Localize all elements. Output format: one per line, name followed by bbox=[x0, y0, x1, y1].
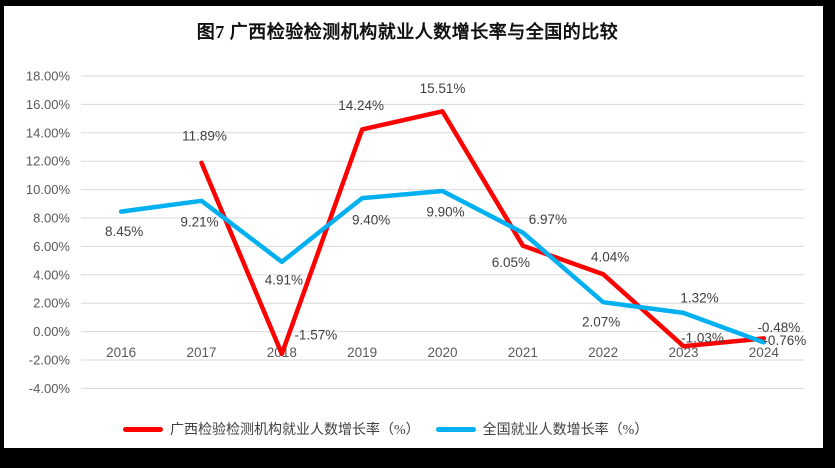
data-label: 14.24% bbox=[338, 98, 384, 113]
x-axis-tick-label: 2019 bbox=[347, 345, 377, 360]
chart-title: 图7 广西检验检测机构就业人数增长率与全国的比较 bbox=[196, 22, 619, 42]
data-label: -1.03% bbox=[681, 331, 724, 346]
y-axis-tick-label: 4.00% bbox=[33, 267, 70, 282]
x-axis-tick-label: 2017 bbox=[186, 345, 216, 360]
data-label: 4.91% bbox=[265, 272, 303, 287]
legend-line-swatch-blue bbox=[435, 426, 476, 432]
data-label: 6.05% bbox=[492, 255, 530, 270]
data-label: 4.04% bbox=[591, 250, 629, 265]
data-label: -0.48% bbox=[757, 320, 800, 335]
x-axis-tick-label: 2016 bbox=[106, 345, 136, 360]
data-label: 11.89% bbox=[182, 128, 227, 143]
data-label: 8.45% bbox=[105, 224, 143, 239]
document-page: 图7 广西检验检测机构就业人数增长率与全国的比较 18.00% 16.00% 14.… bbox=[4, 6, 823, 448]
x-axis-tick-label: 2024 bbox=[749, 345, 780, 360]
legend-label-national: 全国就业人数增长率（%） bbox=[482, 423, 649, 438]
y-axis-tick-label: 6.00% bbox=[33, 239, 70, 254]
data-label: 9.21% bbox=[180, 214, 218, 229]
series-line-1 bbox=[118, 188, 767, 345]
y-axis-tick-label: 10.00% bbox=[26, 182, 71, 197]
series-line-0 bbox=[199, 109, 767, 357]
y-axis-tick-label: -4.00% bbox=[29, 381, 71, 396]
y-axis-tick-label: 8.00% bbox=[33, 211, 70, 226]
y-axis-tick-label: 0.00% bbox=[33, 324, 70, 339]
y-axis-tick-label: 16.00% bbox=[26, 97, 71, 112]
legend-item-national: 全国就业人数增长率（%） bbox=[435, 419, 649, 439]
x-axis-tick-label: 2021 bbox=[508, 345, 538, 360]
x-axis-tick-label: 2020 bbox=[427, 345, 457, 360]
legend-label-guangxi: 广西检验检测机构就业人数增长率（%） bbox=[170, 423, 420, 438]
y-axis-tick-label: 14.00% bbox=[26, 125, 71, 140]
chart-legend: 广西检验检测机构就业人数增长率（%） 全国就业人数增长率（%） bbox=[123, 418, 648, 440]
data-label: 6.97% bbox=[529, 212, 567, 227]
x-axis-tick-label: 2023 bbox=[668, 345, 698, 360]
legend-item-guangxi: 广西检验检测机构就业人数增长率（%） bbox=[123, 419, 420, 439]
data-label: 9.40% bbox=[352, 213, 390, 228]
y-axis-tick-label: 2.00% bbox=[33, 296, 70, 311]
data-label: 9.90% bbox=[426, 205, 464, 220]
data-label: 1.32% bbox=[680, 290, 718, 305]
y-axis-tick-label: -2.00% bbox=[29, 353, 71, 368]
data-label: 2.07% bbox=[582, 315, 620, 330]
data-label: -0.76% bbox=[763, 333, 806, 348]
y-axis-tick-label: 12.00% bbox=[26, 154, 71, 169]
line-chart: 18.00% 16.00% 14.00% 12.00% 10.00% 8.00% 6.00%… bbox=[26, 69, 806, 396]
x-axis-tick-label: 2022 bbox=[588, 345, 618, 360]
legend-line-swatch-red bbox=[123, 426, 163, 432]
y-axis-tick-label: 18.00% bbox=[26, 69, 71, 84]
data-label: -1.57% bbox=[294, 327, 337, 342]
data-label: 15.51% bbox=[420, 81, 466, 96]
